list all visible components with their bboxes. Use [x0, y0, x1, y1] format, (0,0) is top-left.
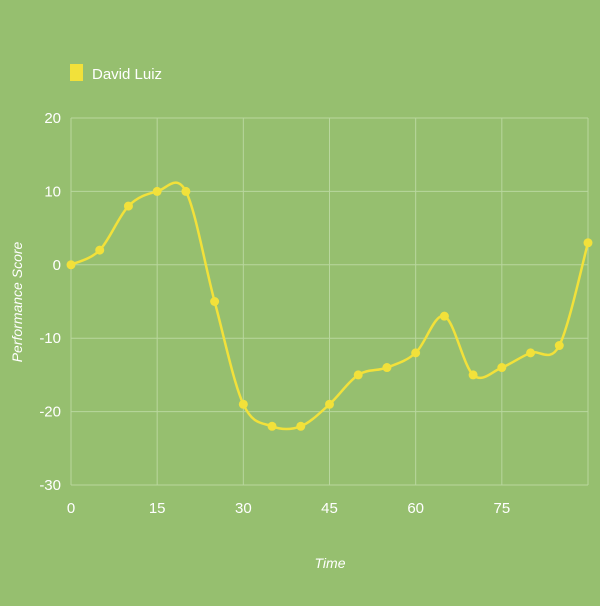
data-point	[95, 245, 105, 255]
data-point	[497, 363, 507, 373]
data-point	[353, 370, 363, 380]
y-axis-title: Performance Score	[9, 241, 25, 362]
y-tick-label: 20	[44, 110, 61, 127]
x-tick-label: 45	[321, 500, 338, 517]
data-point	[411, 348, 421, 358]
data-point	[152, 186, 162, 196]
data-point	[267, 421, 277, 431]
x-tick-label: 0	[67, 500, 75, 517]
series-points	[66, 186, 593, 431]
x-tick-label: 30	[235, 500, 252, 517]
y-tick-label: 0	[53, 257, 61, 274]
legend-label: David Luiz	[92, 66, 162, 83]
grid	[70, 117, 589, 486]
y-tick-label: 10	[44, 183, 61, 200]
x-axis-title: Time	[315, 555, 346, 571]
legend: David Luiz	[70, 64, 162, 83]
x-tick-label: 60	[407, 500, 424, 517]
y-tick-label: -30	[39, 477, 61, 494]
data-point	[439, 311, 449, 321]
data-point	[123, 201, 133, 211]
y-tick-label: -20	[39, 404, 61, 421]
data-point	[66, 260, 76, 270]
data-point	[296, 421, 306, 431]
data-point	[325, 399, 334, 409]
y-tick-label: -10	[39, 330, 61, 347]
data-point	[382, 363, 392, 373]
data-point	[468, 370, 478, 380]
x-axis-tick-labels: 0 15 30 45 60 75	[67, 500, 510, 517]
x-tick-label: 75	[493, 500, 510, 517]
data-point	[583, 238, 593, 248]
data-point	[554, 341, 564, 351]
legend-swatch	[70, 64, 83, 81]
data-point	[210, 297, 220, 306]
y-axis-tick-labels: -30 -20 -10 0 10 20	[39, 110, 61, 494]
data-point	[526, 348, 536, 358]
data-point	[238, 399, 248, 409]
data-point	[181, 186, 191, 196]
x-tick-label: 15	[149, 500, 166, 517]
